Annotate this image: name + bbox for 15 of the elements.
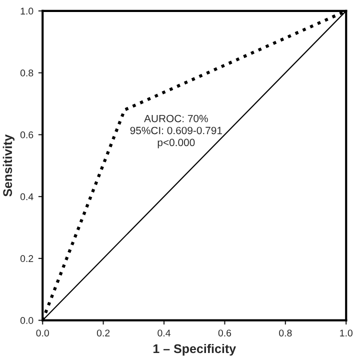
x-tick-label: 0.8 (279, 330, 292, 336)
y-tick-label: 0.8 (20, 70, 34, 76)
y-tick-label: 0.4 (20, 193, 34, 200)
x-tick-label: 0.2 (96, 330, 110, 336)
x-tick-label: 0.0 (36, 330, 49, 336)
y-tick-label: 0.6 (20, 131, 34, 138)
x-tick-label: 0.4 (158, 330, 170, 336)
x-axis-title: 1 – Specificity (153, 344, 236, 356)
x-tick-label: 0.6 (218, 330, 232, 336)
y-axis-title: Sensitivity (2, 134, 15, 197)
y-tick-label: 0.0 (20, 317, 34, 324)
y-tick-label: 1.0 (20, 8, 34, 15)
y-tick-label: 0.2 (20, 255, 34, 262)
annotation: AUROC: 70% 95%CI: 0.609-0.791 p<0.000 (130, 114, 222, 148)
x-tick-label: 1.0 (340, 330, 353, 336)
